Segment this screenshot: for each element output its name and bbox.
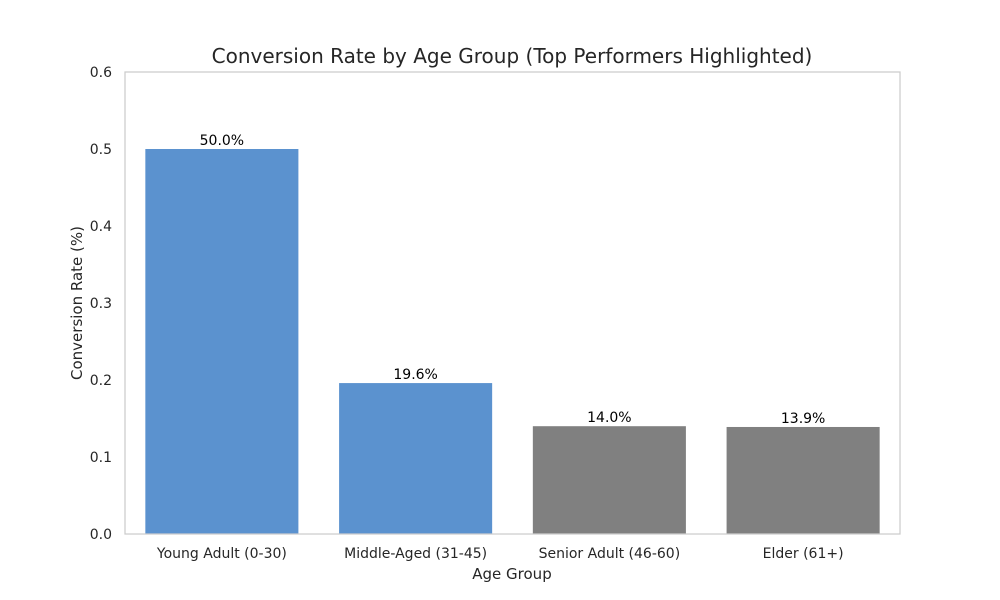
y-tick-label-3: 0.3 xyxy=(90,296,112,312)
bar-3 xyxy=(726,426,880,534)
chart-title: Conversion Rate by Age Group (Top Perfor… xyxy=(212,44,813,68)
data-label-1: 19.6% xyxy=(393,367,437,383)
data-labels-group: 50.0% 19.6% 14.0% 13.9% xyxy=(200,133,826,427)
x-axis-title: Age Group xyxy=(472,565,551,583)
bar-1 xyxy=(339,383,493,534)
y-tick-label-6: 0.6 xyxy=(90,65,112,81)
y-tick-labels: 0.0 0.1 0.2 0.3 0.4 0.5 0.6 xyxy=(90,65,112,543)
y-tick-label-5: 0.5 xyxy=(90,142,112,158)
data-label-2: 14.0% xyxy=(587,410,631,426)
x-tick-label-2: Senior Adult (46-60) xyxy=(539,546,681,562)
y-axis-title: Conversion Rate (%) xyxy=(68,226,86,380)
y-tick-label-4: 0.4 xyxy=(90,219,112,235)
data-label-0: 50.0% xyxy=(200,133,244,149)
bars-group xyxy=(145,149,880,534)
x-tick-label-1: Middle-Aged (31-45) xyxy=(344,546,487,562)
bar-0 xyxy=(145,149,299,534)
y-tick-label-1: 0.1 xyxy=(90,450,112,466)
plot-frame xyxy=(124,71,901,535)
data-label-3: 13.9% xyxy=(781,411,825,427)
bar-2 xyxy=(532,426,686,534)
x-tick-labels: Young Adult (0-30) Middle-Aged (31-45) Sen… xyxy=(156,546,844,562)
y-tick-label-0: 0.0 xyxy=(90,527,112,543)
y-tick-label-2: 0.2 xyxy=(90,373,112,389)
x-tick-label-0: Young Adult (0-30) xyxy=(156,546,287,562)
x-tick-label-3: Elder (61+) xyxy=(763,546,844,562)
